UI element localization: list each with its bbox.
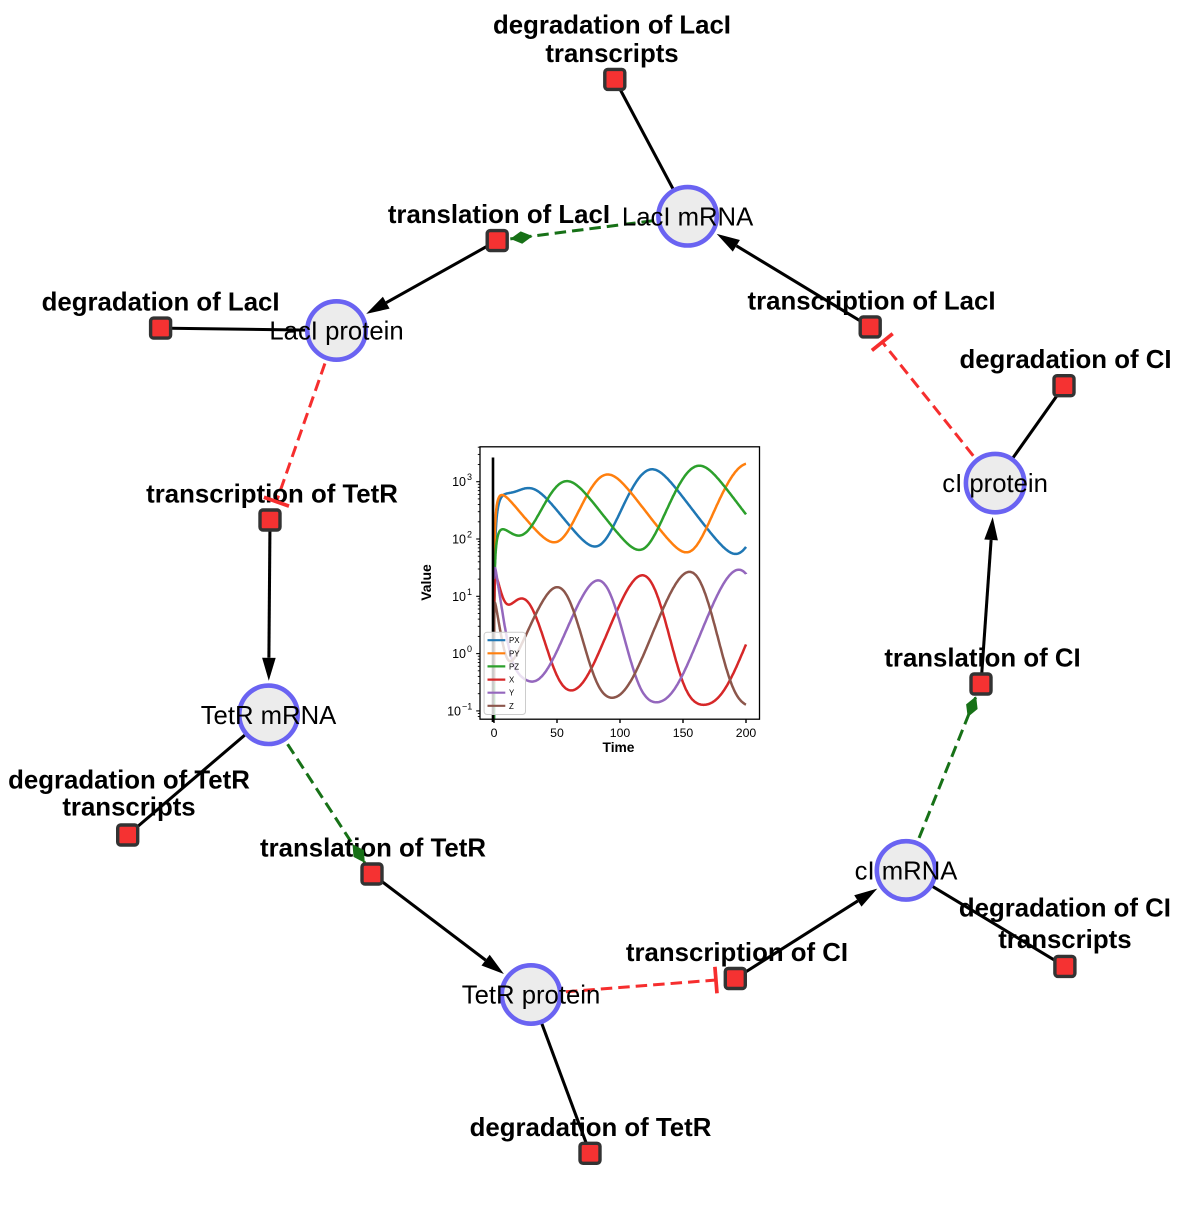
svg-text:degradation of TetR: degradation of TetR bbox=[8, 767, 250, 795]
svg-text:0: 0 bbox=[467, 644, 472, 654]
svg-text:PX: PX bbox=[509, 636, 520, 645]
svg-text:0: 0 bbox=[491, 726, 498, 740]
svg-text:degradation of CI: degradation of CI bbox=[959, 895, 1171, 923]
svg-text:50: 50 bbox=[550, 726, 564, 740]
svg-text:200: 200 bbox=[736, 726, 757, 740]
svg-text:Y: Y bbox=[509, 689, 515, 698]
svg-text:150: 150 bbox=[673, 726, 694, 740]
svg-text:LacI mRNA: LacI mRNA bbox=[622, 203, 754, 231]
svg-text:Time: Time bbox=[603, 740, 635, 755]
svg-text:degradation of LacI: degradation of LacI bbox=[493, 11, 731, 39]
svg-text:degradation of TetR: degradation of TetR bbox=[470, 1114, 712, 1142]
svg-text:LacI protein: LacI protein bbox=[269, 318, 403, 346]
svg-text:translation of TetR: translation of TetR bbox=[260, 835, 486, 863]
svg-text:10: 10 bbox=[447, 704, 461, 718]
svg-text:3: 3 bbox=[467, 472, 472, 482]
svg-text:PY: PY bbox=[509, 649, 520, 658]
svg-text:10: 10 bbox=[452, 647, 466, 661]
svg-text:transcription of TetR: transcription of TetR bbox=[146, 481, 398, 509]
svg-text:translation of LacI: translation of LacI bbox=[388, 201, 610, 229]
svg-text:transcription of LacI: transcription of LacI bbox=[748, 287, 996, 315]
svg-text:10: 10 bbox=[452, 475, 466, 489]
svg-text:transcription of CI: transcription of CI bbox=[626, 939, 848, 967]
svg-text:translation of CI: translation of CI bbox=[884, 645, 1080, 673]
svg-text:transcripts: transcripts bbox=[545, 40, 678, 68]
svg-text:2: 2 bbox=[467, 530, 472, 540]
svg-text:100: 100 bbox=[610, 726, 631, 740]
svg-text:degradation of CI: degradation of CI bbox=[959, 346, 1171, 374]
svg-text:1: 1 bbox=[467, 587, 472, 597]
svg-text:cI mRNA: cI mRNA bbox=[855, 857, 959, 885]
svg-text:X: X bbox=[509, 676, 515, 685]
svg-text:Z: Z bbox=[509, 702, 514, 711]
svg-text:−1: −1 bbox=[462, 701, 472, 711]
svg-text:10: 10 bbox=[452, 533, 466, 547]
svg-text:PZ: PZ bbox=[509, 662, 519, 671]
svg-text:transcripts: transcripts bbox=[62, 794, 195, 822]
svg-text:degradation of LacI: degradation of LacI bbox=[42, 289, 280, 317]
svg-text:Value: Value bbox=[418, 564, 434, 601]
svg-text:TetR protein: TetR protein bbox=[462, 982, 601, 1010]
svg-text:10: 10 bbox=[452, 590, 466, 604]
svg-text:TetR mRNA: TetR mRNA bbox=[201, 702, 337, 730]
svg-text:transcripts: transcripts bbox=[998, 926, 1131, 954]
svg-text:cI protein: cI protein bbox=[942, 470, 1048, 498]
